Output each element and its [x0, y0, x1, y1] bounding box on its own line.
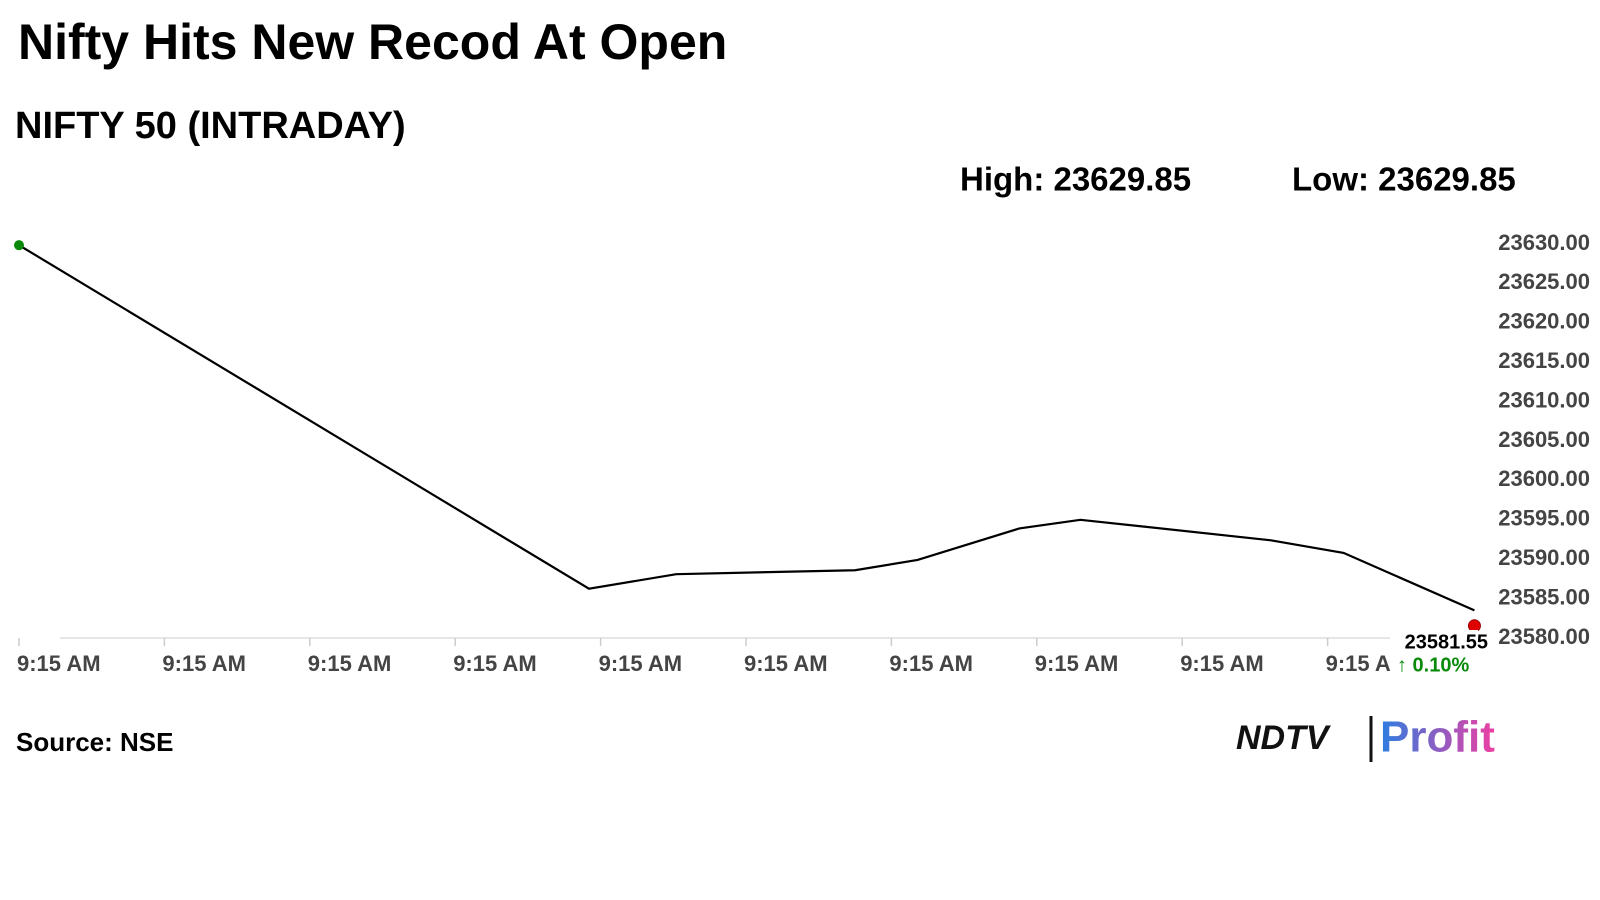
brand-profit: Profit — [1380, 713, 1495, 762]
x-tick-label: 9:15 AM — [453, 651, 537, 676]
y-tick-label: 23590.00 — [1498, 545, 1590, 570]
y-tick-label: 23600.00 — [1498, 466, 1590, 491]
low-label: Low: 23629.85 — [1292, 161, 1516, 198]
y-tick-label: 23620.00 — [1498, 309, 1590, 334]
y-tick-label: 23630.00 — [1498, 230, 1590, 255]
price-line — [18, 244, 1475, 612]
brand-logo: NDTV — [1236, 719, 1332, 757]
start-point — [14, 240, 24, 251]
y-tick-label: 23585.00 — [1498, 584, 1590, 609]
y-tick-label: 23605.00 — [1498, 427, 1590, 452]
y-tick-label: 23615.00 — [1498, 348, 1590, 373]
y-tick-label: 23595.00 — [1498, 506, 1590, 531]
y-tick-label: 23625.00 — [1498, 269, 1590, 294]
chart-subtitle: NIFTY 50 (INTRADAY) — [15, 105, 406, 147]
x-tick-label: 9:15 AM — [599, 651, 683, 676]
x-tick-label: 9:15 AM — [17, 651, 101, 676]
last-point — [1467, 619, 1481, 633]
x-tick-label: 9:15 AM — [1035, 651, 1119, 676]
change-label: ↑ 0.10% — [1397, 654, 1469, 676]
last-label-bg — [1390, 630, 1478, 678]
high-label: High: 23629.85 — [960, 161, 1191, 198]
x-tick-label: 9:15 AM — [744, 651, 828, 676]
x-tick-label: 9:15 AM — [889, 651, 973, 676]
source: Source: NSE — [16, 727, 174, 757]
last-value-label: 23581.55 — [1405, 631, 1488, 653]
chart-title: Nifty Hits New Recod At Open — [18, 14, 727, 70]
x-tick-label: 9:15 AM — [162, 651, 246, 676]
y-tick-label: 23580.00 — [1498, 624, 1590, 649]
x-tick-label: 9:15 AM — [1180, 651, 1264, 676]
y-tick-label: 23610.00 — [1498, 387, 1590, 412]
x-tick-label: 9:15 AM — [308, 651, 392, 676]
